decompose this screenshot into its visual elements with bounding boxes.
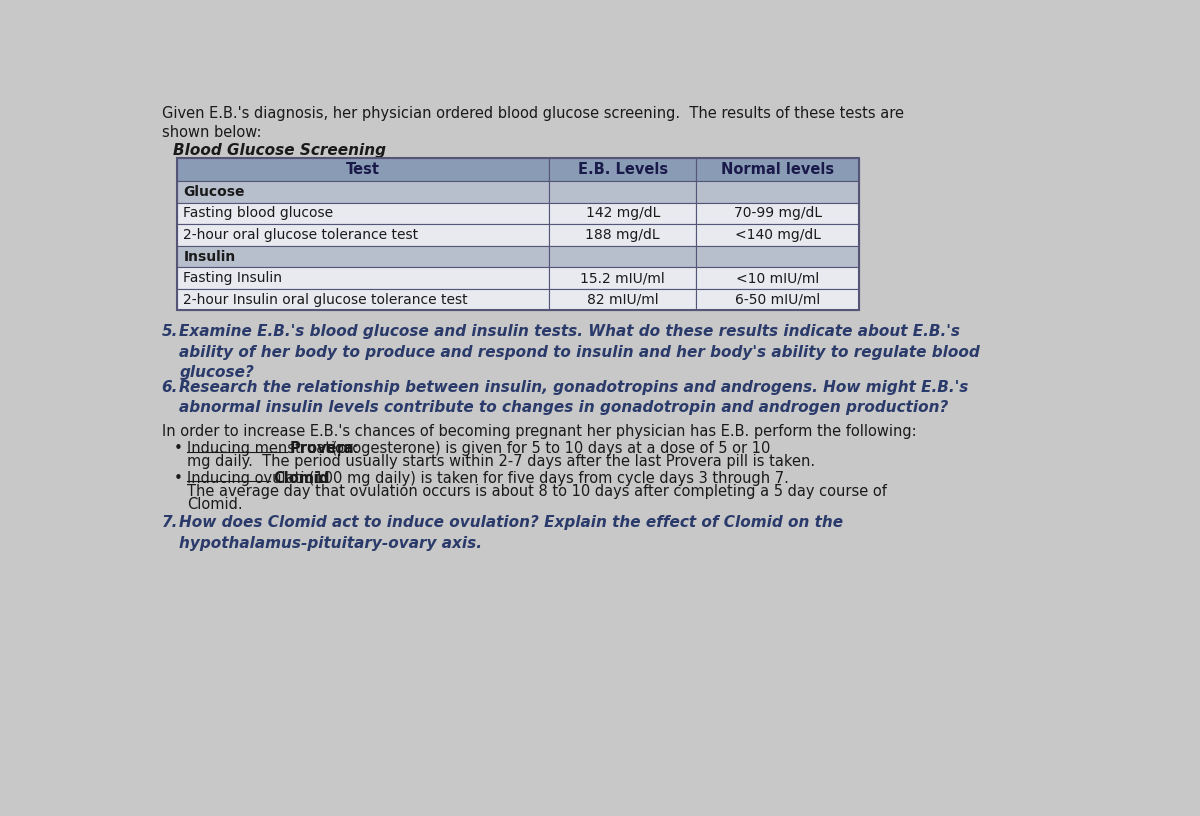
Text: 188 mg/dL: 188 mg/dL xyxy=(586,228,660,242)
Text: How does Clomid act to induce ovulation? Explain the effect of Clomid on the
hyp: How does Clomid act to induce ovulation?… xyxy=(180,515,844,551)
Text: 15.2 mIU/ml: 15.2 mIU/ml xyxy=(581,271,665,285)
Text: The average day that ovulation occurs is about 8 to 10 days after completing a 5: The average day that ovulation occurs is… xyxy=(187,484,887,499)
Text: Provera: Provera xyxy=(290,441,355,456)
Text: mg daily.  The period usually starts within 2-7 days after the last Provera pill: mg daily. The period usually starts with… xyxy=(187,455,815,469)
Text: Examine E.B.'s blood glucose and insulin tests. What do these results indicate a: Examine E.B.'s blood glucose and insulin… xyxy=(180,324,980,380)
Bar xyxy=(696,246,859,268)
Text: Blood Glucose Screening: Blood Glucose Screening xyxy=(173,143,386,157)
Text: 82 mIU/ml: 82 mIU/ml xyxy=(587,293,659,307)
Bar xyxy=(550,181,696,202)
Text: 142 mg/dL: 142 mg/dL xyxy=(586,206,660,220)
Text: 6.: 6. xyxy=(162,379,178,395)
Bar xyxy=(550,158,696,181)
Bar xyxy=(550,268,696,289)
Bar xyxy=(696,268,859,289)
Bar xyxy=(178,246,550,268)
Text: 2-hour Insulin oral glucose tolerance test: 2-hour Insulin oral glucose tolerance te… xyxy=(184,293,468,307)
Bar xyxy=(178,158,550,181)
Bar xyxy=(178,268,550,289)
Text: Given E.B.'s diagnosis, her physician ordered blood glucose screening.  The resu: Given E.B.'s diagnosis, her physician or… xyxy=(162,105,904,140)
Bar xyxy=(550,202,696,224)
Bar xyxy=(696,289,859,310)
Bar xyxy=(696,224,859,246)
Bar xyxy=(178,224,550,246)
Bar xyxy=(178,181,550,202)
Text: <140 mg/dL: <140 mg/dL xyxy=(734,228,821,242)
Bar xyxy=(178,202,550,224)
Bar xyxy=(178,158,859,310)
Text: 70-99 mg/dL: 70-99 mg/dL xyxy=(733,206,822,220)
Text: (100 mg daily) is taken for five days from cycle days 3 through 7.: (100 mg daily) is taken for five days fr… xyxy=(305,471,790,486)
Text: Inducing menstruation:: Inducing menstruation: xyxy=(187,441,359,456)
Text: Glucose: Glucose xyxy=(184,185,245,199)
Text: Inducing ovulation:: Inducing ovulation: xyxy=(187,471,328,486)
Text: Research the relationship between insulin, gonadotropins and androgens. How migh: Research the relationship between insuli… xyxy=(180,379,968,415)
Text: 2-hour oral glucose tolerance test: 2-hour oral glucose tolerance test xyxy=(184,228,419,242)
Text: 7.: 7. xyxy=(162,515,178,530)
Text: Insulin: Insulin xyxy=(184,250,235,264)
Text: •: • xyxy=(173,471,182,486)
Bar xyxy=(696,158,859,181)
Text: In order to increase E.B.'s chances of becoming pregnant her physician has E.B. : In order to increase E.B.'s chances of b… xyxy=(162,424,917,439)
Text: 5.: 5. xyxy=(162,324,178,339)
Bar xyxy=(550,246,696,268)
Text: E.B. Levels: E.B. Levels xyxy=(577,162,668,177)
Text: Clomid.: Clomid. xyxy=(187,497,242,512)
Text: <10 mIU/ml: <10 mIU/ml xyxy=(736,271,820,285)
Text: •: • xyxy=(173,441,182,456)
Text: Fasting blood glucose: Fasting blood glucose xyxy=(184,206,334,220)
Text: Test: Test xyxy=(346,162,380,177)
Text: Clomid: Clomid xyxy=(272,471,329,486)
Text: Fasting Insulin: Fasting Insulin xyxy=(184,271,282,285)
Bar xyxy=(696,181,859,202)
Text: 6-50 mIU/ml: 6-50 mIU/ml xyxy=(736,293,821,307)
Bar xyxy=(550,289,696,310)
Bar xyxy=(550,224,696,246)
Bar xyxy=(696,202,859,224)
Bar xyxy=(178,289,550,310)
Text: (progesterone) is given for 5 to 10 days at a dose of 5 or 10: (progesterone) is given for 5 to 10 days… xyxy=(326,441,770,456)
Text: Normal levels: Normal levels xyxy=(721,162,834,177)
